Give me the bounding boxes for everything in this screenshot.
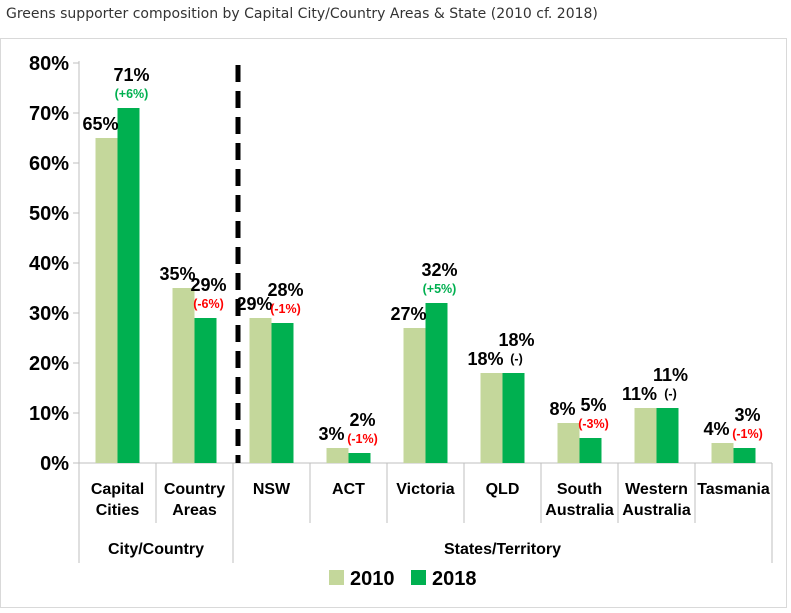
bar-2010 bbox=[326, 448, 349, 463]
category-label: Cities bbox=[96, 502, 140, 519]
group-label: States/Territory bbox=[444, 541, 561, 558]
data-label-2010: 3% bbox=[318, 424, 344, 444]
data-label-2018: 28% bbox=[267, 280, 303, 300]
legend-swatch-2010 bbox=[329, 570, 344, 585]
bar-2010 bbox=[172, 288, 195, 463]
data-label-2018: 29% bbox=[190, 275, 226, 295]
change-label: (-1%) bbox=[347, 432, 378, 446]
y-tick-label: 50% bbox=[29, 203, 69, 225]
group-label: City/Country bbox=[108, 541, 204, 558]
bar-2010 bbox=[403, 328, 426, 463]
y-tick-label: 70% bbox=[29, 103, 69, 125]
bar-2010 bbox=[557, 423, 580, 463]
change-label: (+6%) bbox=[115, 87, 149, 101]
data-label-2018: 11% bbox=[653, 365, 688, 385]
chart-caption: Greens supporter composition by Capital … bbox=[6, 6, 598, 22]
data-label-2018: 71% bbox=[113, 65, 149, 85]
category-label: ACT bbox=[332, 481, 365, 498]
category-label: Capital bbox=[91, 481, 144, 498]
category-label: Tasmania bbox=[697, 481, 770, 498]
change-label: (-) bbox=[510, 352, 523, 366]
legend-swatch-2018 bbox=[411, 570, 426, 585]
bar-2010 bbox=[480, 373, 503, 463]
category-label: Country bbox=[164, 481, 225, 498]
bar-2018 bbox=[502, 373, 525, 463]
data-label-2010: 29% bbox=[236, 294, 272, 314]
change-label: (+5%) bbox=[423, 282, 457, 296]
y-tick-label: 20% bbox=[29, 353, 69, 375]
data-label-2018: 18% bbox=[498, 330, 534, 350]
bar-2010 bbox=[634, 408, 657, 463]
category-label: Western bbox=[625, 481, 688, 498]
data-label-2010: 27% bbox=[390, 304, 426, 324]
data-label-2010: 8% bbox=[549, 399, 575, 419]
y-tick-label: 30% bbox=[29, 303, 69, 325]
bar-2010 bbox=[249, 318, 272, 463]
category-label: Australia bbox=[545, 502, 614, 519]
data-label-2010: 4% bbox=[703, 419, 729, 439]
bar-2018 bbox=[425, 303, 448, 463]
category-label: Areas bbox=[172, 502, 217, 519]
chart-frame bbox=[0, 38, 787, 608]
data-label-2018: 3% bbox=[734, 405, 760, 425]
category-label: Victoria bbox=[396, 481, 455, 498]
y-tick-label: 80% bbox=[29, 53, 69, 75]
category-label: NSW bbox=[253, 481, 291, 498]
change-label: (-3%) bbox=[578, 417, 609, 431]
category-label: QLD bbox=[486, 481, 520, 498]
bar-2010 bbox=[711, 443, 734, 463]
legend-label-2018: 2018 bbox=[432, 568, 477, 590]
y-tick-label: 0% bbox=[40, 453, 69, 475]
data-label-2018: 2% bbox=[349, 410, 375, 430]
change-label: (-6%) bbox=[193, 297, 224, 311]
bar-2018 bbox=[348, 453, 371, 463]
bar-2018 bbox=[194, 318, 217, 463]
data-label-2010: 35% bbox=[159, 264, 195, 284]
data-label-2018: 5% bbox=[580, 395, 606, 415]
bar-2018 bbox=[117, 108, 140, 463]
y-tick-label: 10% bbox=[29, 403, 69, 425]
change-label: (-1%) bbox=[270, 302, 301, 316]
category-label: Australia bbox=[622, 502, 691, 519]
y-tick-label: 60% bbox=[29, 153, 69, 175]
change-label: (-1%) bbox=[732, 427, 763, 441]
change-label: (-) bbox=[664, 387, 677, 401]
category-label: South bbox=[557, 481, 602, 498]
bar-2018 bbox=[733, 448, 756, 463]
bar-2010 bbox=[95, 138, 118, 463]
data-label-2018: 32% bbox=[421, 260, 457, 280]
bar-2018 bbox=[271, 323, 294, 463]
data-label-2010: 11% bbox=[622, 384, 657, 404]
legend-label-2010: 2010 bbox=[350, 568, 395, 590]
bar-2018 bbox=[579, 438, 602, 463]
data-label-2010: 18% bbox=[467, 349, 503, 369]
y-tick-label: 40% bbox=[29, 253, 69, 275]
bar-2018 bbox=[656, 408, 679, 463]
data-label-2010: 65% bbox=[82, 114, 118, 134]
